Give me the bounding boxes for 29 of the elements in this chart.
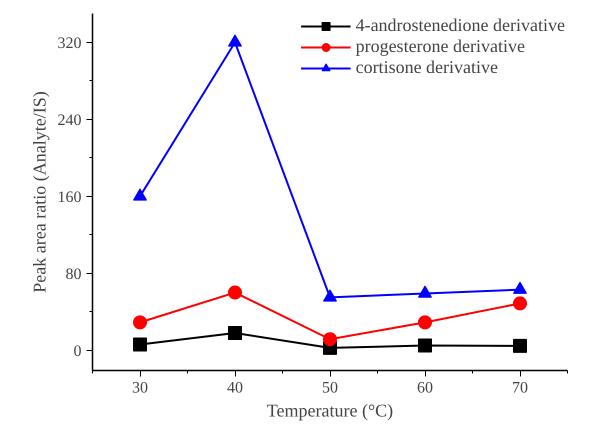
legend-label: 4-androstenedione derivative [356,15,565,36]
point [228,286,242,300]
x-tick-label: 50 [322,380,338,396]
x-axis-title: Temperature (°C) [266,400,394,420]
point [133,188,147,201]
point [513,282,527,294]
x-tick-label: 40 [227,380,243,396]
x-tick-label: 30 [132,380,148,396]
point [323,332,337,346]
y-tick-label: 320 [58,34,82,52]
point [323,289,337,302]
y-tick-label: 80 [66,266,82,283]
point [513,296,527,310]
point [418,286,432,298]
point [513,338,527,353]
y-tick-label: 0 [74,342,82,360]
legend-label: cortisone derivative [356,57,498,78]
point [133,315,147,330]
y-tick-label: 160 [58,188,82,206]
x-tick-label: 70 [512,380,528,396]
point [228,34,242,47]
y-tick-label: 240 [58,112,82,129]
point [418,315,432,330]
point [228,326,242,340]
point [133,338,147,352]
y-axis-title: Peak area ratio (Analyte/IS) [30,91,50,293]
point [418,338,432,352]
legend-label: progesterone derivative [356,36,526,57]
x-tick-label: 60 [417,380,433,396]
